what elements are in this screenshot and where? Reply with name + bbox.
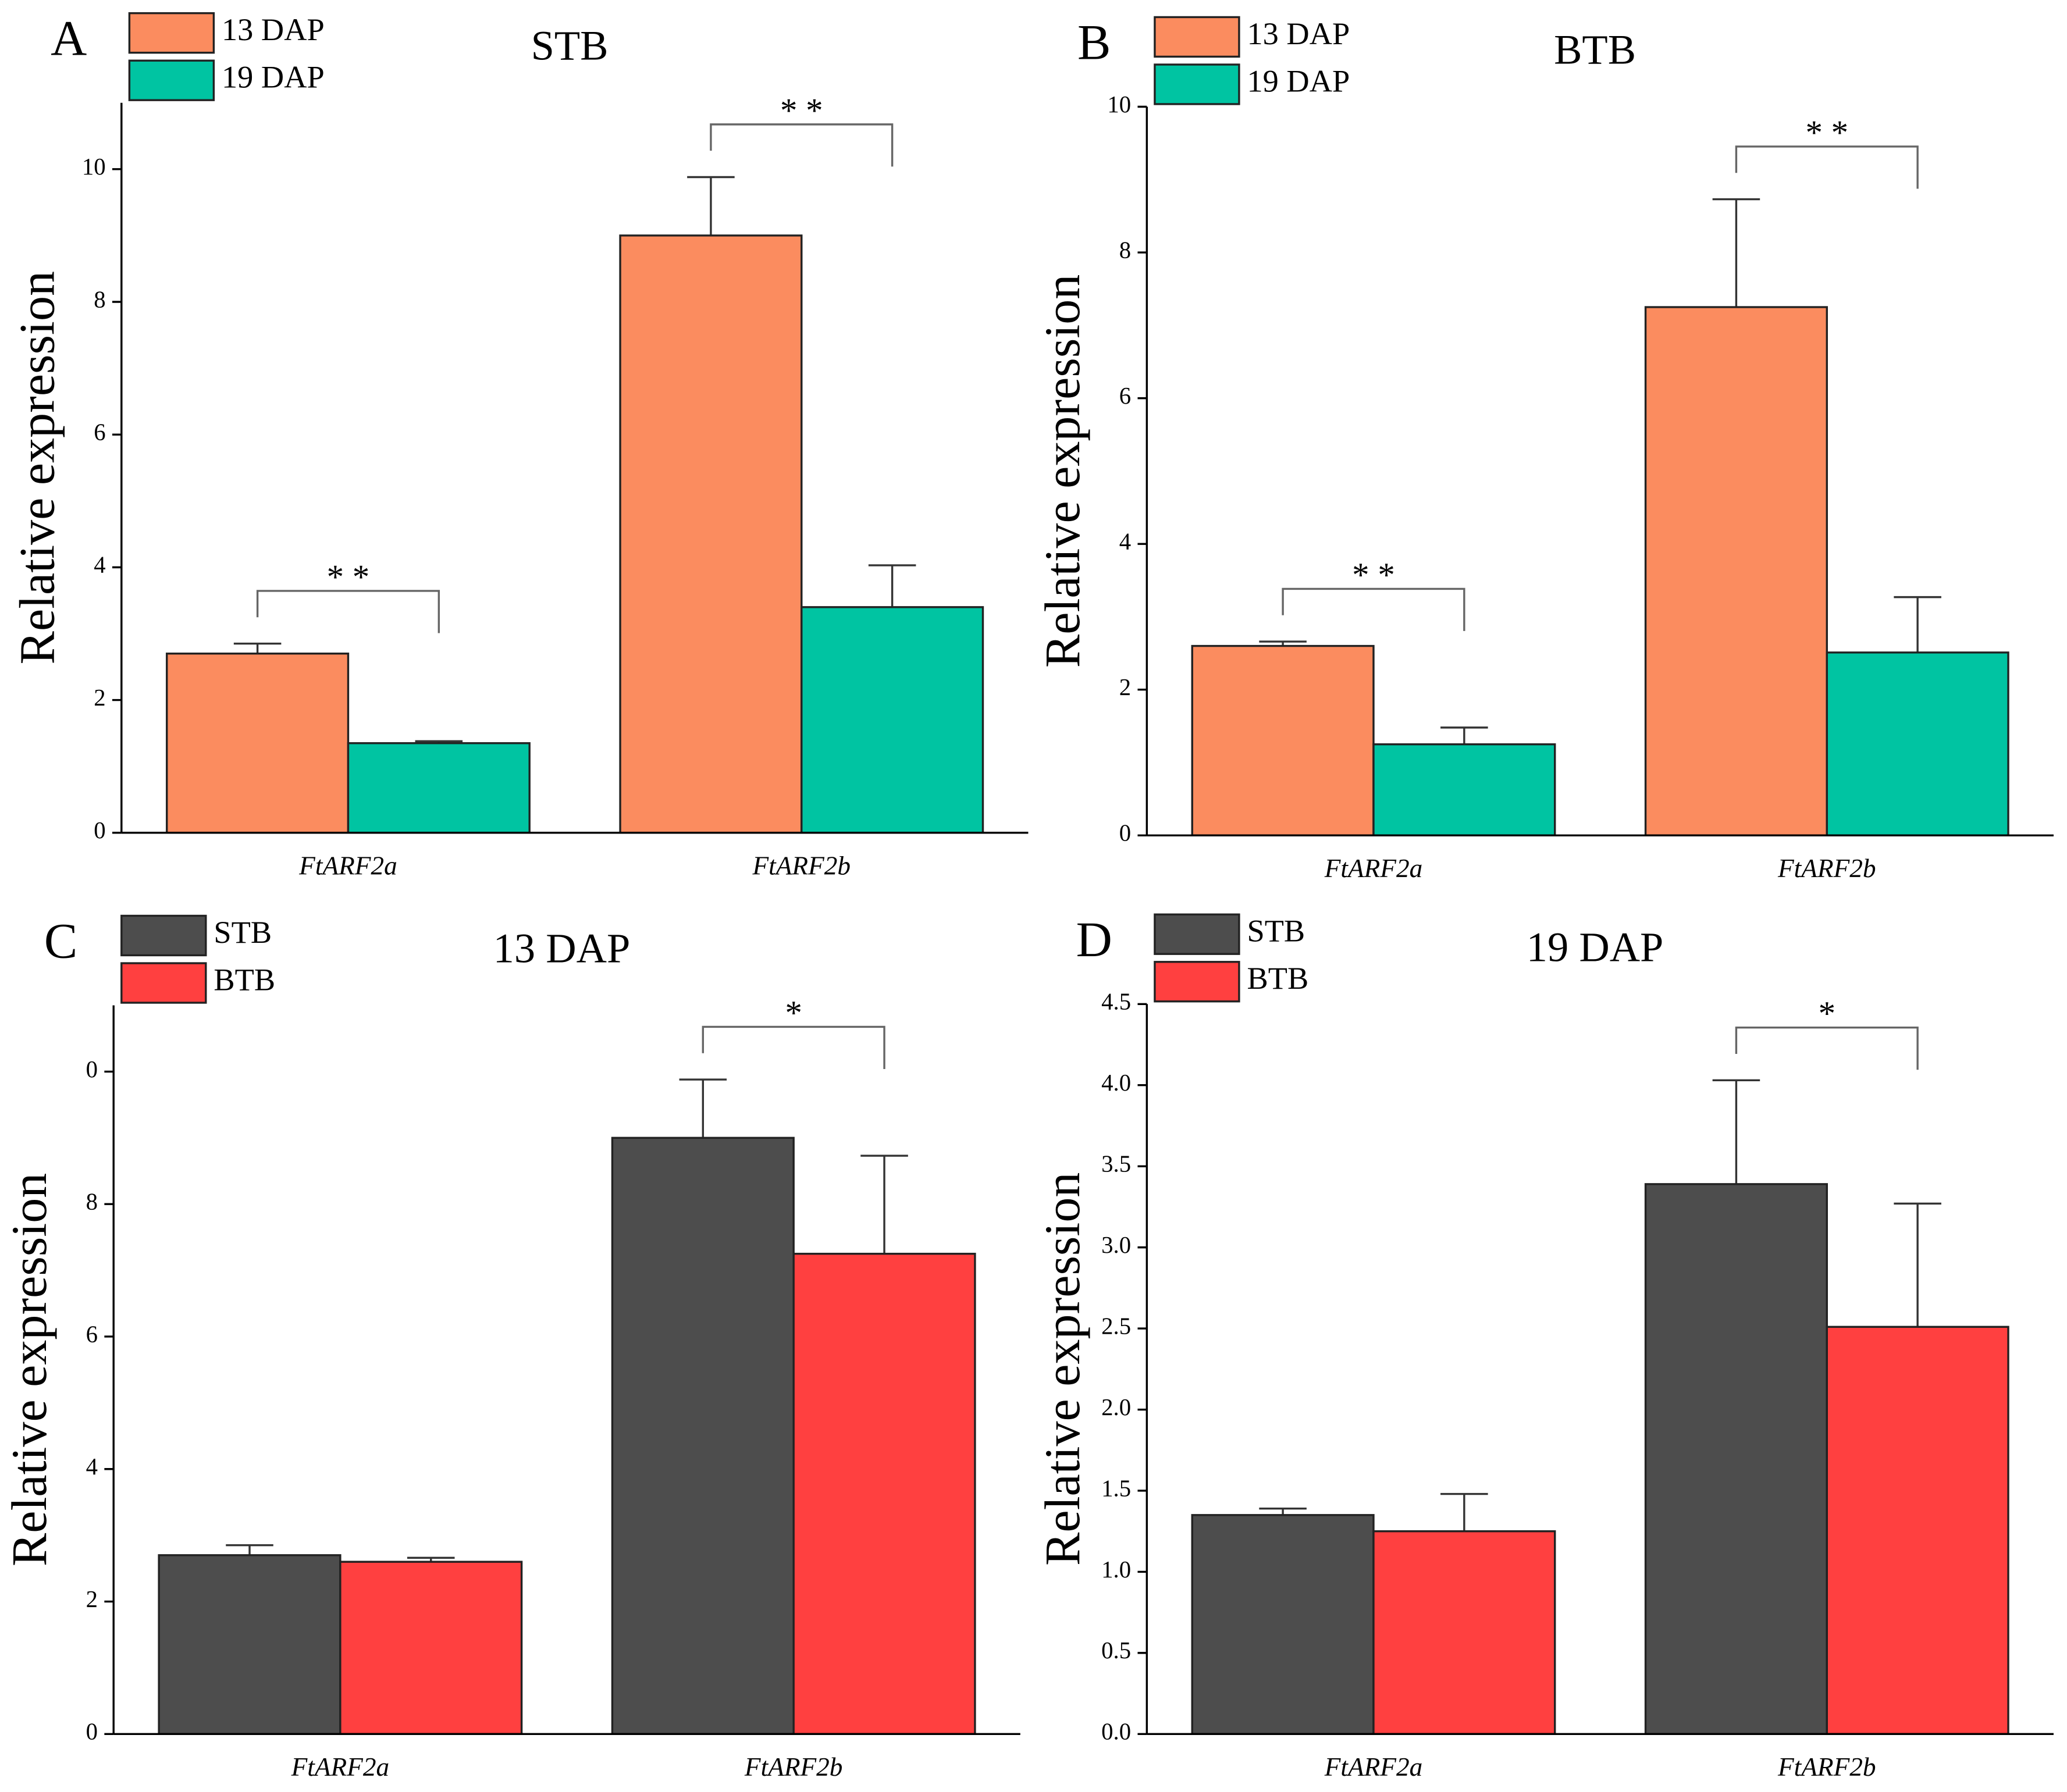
y-tick-label: 10 xyxy=(82,154,106,180)
chart-title: 19 DAP xyxy=(1527,923,1664,970)
panel-label: B xyxy=(1077,14,1111,70)
y-tick-label: 2 xyxy=(94,685,105,711)
legend-label: 13 DAP xyxy=(1247,16,1350,51)
x-tick-label: FtARF2a xyxy=(1324,854,1423,883)
legend-swatch xyxy=(1154,16,1240,58)
x-tick-label: FtARF2b xyxy=(1777,1752,1876,1782)
y-tick-label: 10 xyxy=(1107,91,1131,117)
y-axis-label: Relative expression xyxy=(1,1173,57,1566)
significance-label: * xyxy=(785,994,802,1032)
y-axis-label: Relative expression xyxy=(1034,1173,1090,1566)
bar xyxy=(1826,651,2009,836)
bar xyxy=(347,742,531,834)
significance-label: * xyxy=(1819,995,1835,1032)
legend-label: STB xyxy=(214,915,272,950)
bar xyxy=(1372,743,1556,836)
y-tick-label: 2.0 xyxy=(1101,1394,1131,1420)
y-tick-label: 6 xyxy=(94,419,105,446)
significance-label: * * xyxy=(780,91,823,129)
y-axis-label: Relative expression xyxy=(1034,275,1090,668)
significance-label: * * xyxy=(1805,113,1848,151)
significance-bracket xyxy=(1282,587,1465,631)
significance-bracket xyxy=(1735,145,1919,189)
y-tick-label: 3.0 xyxy=(1101,1232,1131,1258)
y-axis-label: Relative expression xyxy=(9,271,65,664)
chart-title: BTB xyxy=(1554,26,1636,73)
legend-swatch xyxy=(1154,961,1240,1003)
y-tick-label: 8 xyxy=(94,286,105,312)
significance-bracket xyxy=(710,123,894,167)
significance-label: * * xyxy=(1352,556,1395,594)
x-tick-label: FtARF2b xyxy=(1777,854,1876,883)
legend-swatch xyxy=(128,59,215,101)
y-tick-label: 0 xyxy=(94,817,105,843)
bar xyxy=(1644,1183,1828,1736)
legend-label: 19 DAP xyxy=(1247,63,1350,98)
bar xyxy=(792,1252,976,1736)
y-tick-label: 4 xyxy=(94,552,105,578)
y-tick-label: 3.5 xyxy=(1101,1151,1131,1177)
y-tick-label: 1.5 xyxy=(1101,1475,1131,1501)
bar xyxy=(1191,644,1375,836)
x-tick-label: FtARF2b xyxy=(752,851,851,880)
bar xyxy=(1826,1326,2009,1736)
y-tick-label: 8 xyxy=(1119,237,1131,263)
legend-swatch xyxy=(1154,63,1240,105)
panel: FtARF2a * * FtARF2b * * 0 2 4 6 8 10 B BTB Relative … xyxy=(1034,14,2054,883)
y-tick-label: 0 xyxy=(86,1056,98,1082)
bar xyxy=(158,1554,341,1736)
bar xyxy=(1372,1530,1556,1736)
panel: FtARF2a FtARF2b * 0 2 4 6 8 0 C 13 DAP Relative exp… xyxy=(1,913,1020,1782)
significance-bracket xyxy=(256,590,440,633)
legend-label: BTB xyxy=(214,963,275,997)
y-tick-label: 0.5 xyxy=(1101,1637,1131,1663)
significance-bracket xyxy=(702,1025,885,1069)
legend-label: BTB xyxy=(1247,961,1309,996)
y-tick-label: 4.0 xyxy=(1101,1070,1131,1096)
legend-swatch xyxy=(128,12,215,54)
bar xyxy=(339,1561,523,1736)
significance-bracket xyxy=(1735,1027,1919,1070)
panel: FtARF2a * * FtARF2b * * 0 2 4 6 8 10 A STB Relative … xyxy=(9,10,1029,880)
y-tick-label: 1.0 xyxy=(1101,1556,1131,1583)
chart-title: STB xyxy=(531,22,609,69)
bar xyxy=(611,1137,795,1736)
x-tick-label: FtARF2a xyxy=(298,851,397,880)
panel-label: D xyxy=(1076,911,1112,967)
legend-label: 13 DAP xyxy=(222,12,325,47)
y-tick-label: 2 xyxy=(86,1586,98,1612)
panel-label: A xyxy=(51,10,87,66)
bar xyxy=(619,234,803,834)
panel: FtARF2a FtARF2b * 0.0 0.5 1.0 1.5 2.0 2.5 3.0 3.5 4… xyxy=(1034,911,2054,1782)
y-tick-label: 2.5 xyxy=(1101,1313,1131,1339)
y-tick-label: 6 xyxy=(86,1321,98,1347)
panel-label: C xyxy=(44,913,77,968)
legend-swatch xyxy=(120,914,207,957)
y-tick-label: 2 xyxy=(1119,674,1131,700)
y-tick-label: 4.5 xyxy=(1101,989,1131,1015)
y-tick-label: 0 xyxy=(86,1719,98,1745)
x-tick-label: FtARF2a xyxy=(1324,1752,1423,1782)
y-tick-label: 4 xyxy=(86,1453,98,1480)
x-tick-label: FtARF2a xyxy=(291,1752,390,1782)
y-tick-label: 4 xyxy=(1119,529,1131,555)
bar xyxy=(166,653,350,834)
y-tick-label: 8 xyxy=(86,1189,98,1215)
legend-label: STB xyxy=(1247,914,1305,949)
y-tick-label: 0.0 xyxy=(1101,1719,1131,1745)
legend-swatch xyxy=(1154,913,1240,955)
significance-label: * * xyxy=(327,558,370,596)
y-tick-label: 6 xyxy=(1119,383,1131,409)
y-tick-label: 0 xyxy=(1119,820,1131,846)
legend-swatch xyxy=(120,962,207,1004)
bar xyxy=(801,606,984,834)
x-tick-label: FtARF2b xyxy=(744,1752,843,1782)
bar xyxy=(1191,1514,1375,1736)
legend-label: 19 DAP xyxy=(222,60,325,95)
bar xyxy=(1644,306,1828,836)
chart-title: 13 DAP xyxy=(493,925,631,972)
